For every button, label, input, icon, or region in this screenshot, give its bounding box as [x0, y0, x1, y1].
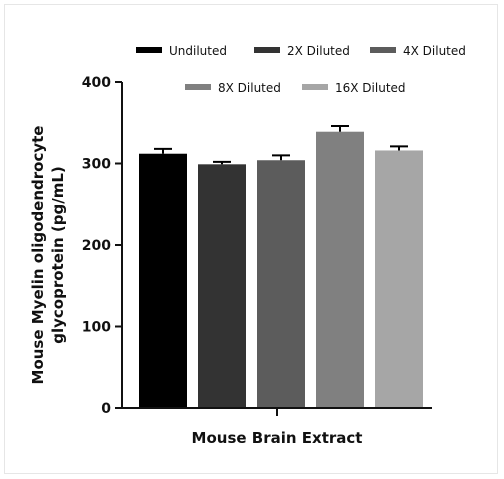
- legend-swatch: [185, 84, 211, 90]
- y-axis: 0 100 200 300 400: [82, 75, 123, 417]
- bar: [316, 131, 364, 408]
- bar: [257, 160, 305, 408]
- y-tick-label: 300: [82, 157, 111, 173]
- legend-label: 2X Diluted: [287, 44, 350, 58]
- legend: Undiluted 2X Diluted 4X Diluted 8X Diluted 1…: [136, 44, 466, 95]
- legend-swatch: [302, 84, 328, 90]
- y-axis-title-line2: glycoprotein (pg/mL): [49, 166, 67, 344]
- legend-swatch: [370, 47, 396, 53]
- x-axis-title: Mouse Brain Extract: [192, 429, 363, 447]
- bars: [139, 125, 423, 408]
- legend-label: Undiluted: [169, 44, 227, 58]
- legend-label: 16X Diluted: [335, 81, 406, 95]
- y-tick-label: 100: [82, 320, 111, 336]
- legend-swatch: [136, 47, 162, 53]
- y-tick-label: 200: [82, 238, 111, 254]
- bar: [198, 164, 246, 408]
- bar: [375, 150, 423, 408]
- y-axis-title-line1: Mouse Myelin oligodendrocyte: [29, 126, 47, 385]
- x-axis: [122, 407, 432, 416]
- y-tick-label: 0: [101, 401, 111, 417]
- bar: [139, 153, 187, 408]
- y-axis-title: Mouse Myelin oligodendrocyte glycoprotei…: [29, 126, 67, 385]
- legend-label: 8X Diluted: [218, 81, 281, 95]
- y-tick-label: 400: [82, 75, 111, 91]
- legend-label: 4X Diluted: [403, 44, 466, 58]
- legend-swatch: [254, 47, 280, 53]
